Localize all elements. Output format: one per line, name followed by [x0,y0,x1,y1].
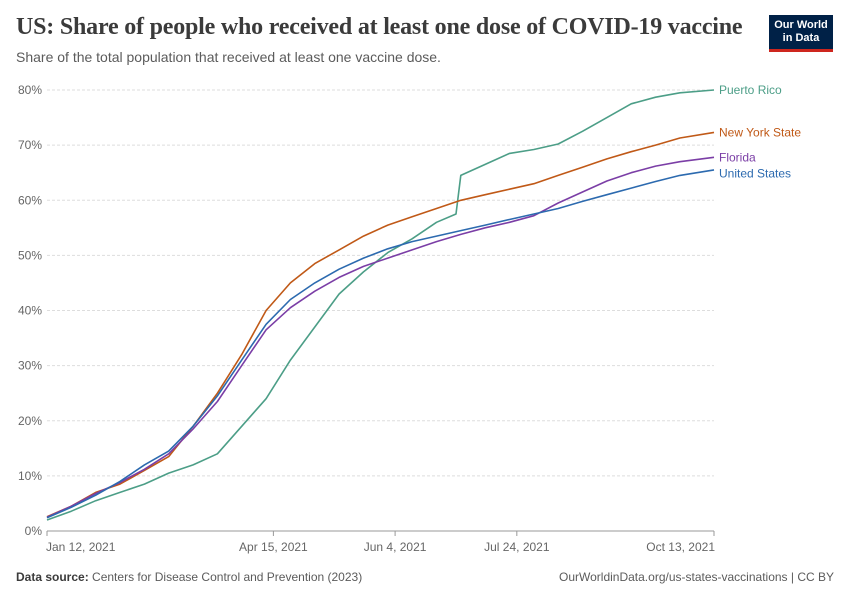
gridlines [47,89,714,532]
x-tick-label: Jun 4, 2021 [364,540,427,554]
x-axis-ticks: Jan 12, 2021 Apr 15, 2021 Jun 4, 2021 Jul 2… [46,531,715,554]
y-tick-label: 80% [18,83,42,97]
line-chart: 0% 10% 20% 30% 40% 50% 60% 70% 80% Jan 12, 2021 A… [18,83,801,554]
x-tick-label: Jan 12, 2021 [46,540,116,554]
series-label-puerto-rico[interactable]: Puerto Rico [719,83,782,97]
source-url[interactable]: OurWorldinData.org/us-states-vaccination… [559,570,834,584]
data-source: Data source: Centers for Disease Control… [16,570,362,584]
series-label-new-york-state[interactable]: New York State [719,125,801,139]
y-axis-ticks: 0% 10% 20% 30% 40% 50% 60% 70% 80% [18,83,42,538]
y-tick-label: 30% [18,359,42,373]
logo-line-1: Our World [774,19,828,31]
series-line-new-york-state[interactable] [46,131,715,518]
y-tick-label: 10% [18,469,42,483]
y-tick-label: 40% [18,304,42,318]
y-tick-label: 50% [18,248,42,262]
y-tick-label: 70% [18,138,42,152]
data-source-label: Data source: [16,570,89,584]
chart-subtitle: Share of the total population that recei… [16,49,441,65]
data-source-text: Centers for Disease Control and Preventi… [92,570,363,584]
y-tick-label: 20% [18,414,42,428]
series-label-united-states[interactable]: United States [719,166,791,180]
y-tick-label: 60% [18,193,42,207]
x-tick-label: Apr 15, 2021 [239,540,308,554]
owid-logo[interactable]: Our World in Data [769,15,833,52]
y-tick-label: 0% [25,524,43,538]
series-labels: Puerto Rico New York State Florida United S… [719,83,801,180]
chart-title: US: Share of people who received at leas… [16,14,743,40]
x-tick-label: Oct 13, 2021 [646,540,715,554]
series-label-florida[interactable]: Florida [719,150,756,164]
series-lines [46,89,715,521]
logo-line-2: in Data [782,32,820,44]
series-line-florida[interactable] [46,156,715,518]
x-tick-label: Jul 24, 2021 [484,540,550,554]
series-line-united-states[interactable] [46,169,715,519]
series-line-puerto-rico[interactable] [46,89,715,521]
